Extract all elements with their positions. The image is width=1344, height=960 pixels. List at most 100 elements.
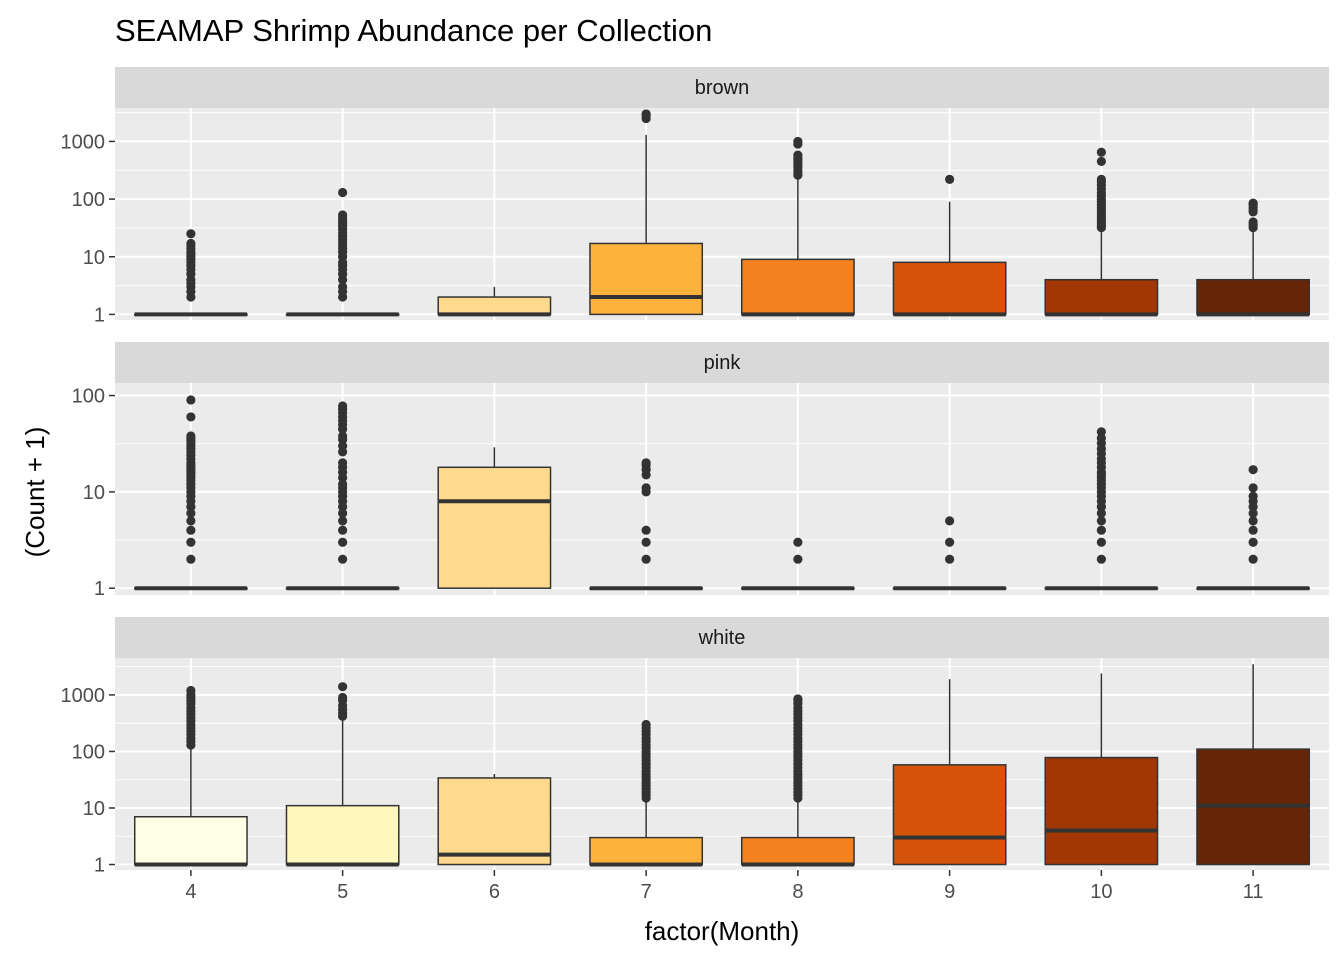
outlier-point	[641, 458, 651, 468]
outlier-point	[186, 516, 196, 526]
box-white-month-10	[1044, 673, 1159, 866]
y-tick-label: 1	[94, 304, 105, 326]
outlier-point	[1096, 433, 1106, 443]
outlier-point	[793, 150, 803, 160]
outlier-point	[1096, 147, 1106, 157]
box-brown-month-11	[1196, 198, 1311, 317]
y-tick-label: 1000	[61, 685, 106, 707]
facet-panel-pink: pink 1 10 100	[72, 342, 1329, 600]
outlier-point	[1248, 525, 1258, 535]
box-brown-month-10	[1044, 147, 1159, 317]
chart-title: SEAMAP Shrimp Abundance per Collection	[115, 13, 712, 48]
outlier-point	[641, 525, 651, 535]
facet-strip	[115, 67, 1329, 108]
outlier-point	[793, 554, 803, 564]
outlier-point	[186, 508, 196, 518]
outlier-point	[338, 554, 348, 564]
outlier-point	[338, 187, 348, 198]
x-tick-label: 11	[1243, 881, 1264, 903]
outlier-point	[186, 525, 196, 535]
outlier-point	[338, 401, 348, 411]
outlier-point	[338, 431, 348, 441]
y-tick-label: 1000	[61, 131, 106, 153]
outlier-point	[186, 554, 196, 564]
facet-panel-brown: brown 1 10 100 1000	[61, 67, 1329, 326]
outlier-point	[338, 525, 348, 535]
outlier-point	[1248, 508, 1258, 518]
box-white-month-8	[740, 694, 855, 867]
y-tick-label: 1	[94, 855, 105, 877]
outlier-point	[338, 516, 348, 526]
panel-background	[115, 383, 1329, 595]
box-white-month-4	[133, 685, 248, 867]
box-iqr	[285, 804, 400, 866]
y-axis-label: (Count + 1)	[20, 427, 50, 558]
outlier-point	[1248, 217, 1258, 227]
box-white-month-11	[1196, 664, 1311, 866]
box-iqr	[589, 242, 704, 316]
outlier-point	[1248, 554, 1258, 564]
outlier-point	[1248, 491, 1258, 501]
y-tick-label: 100	[72, 189, 105, 211]
outlier-point	[1096, 156, 1106, 167]
outlier-point	[338, 458, 348, 468]
outlier-point	[1248, 537, 1258, 547]
y-tick-label: 1	[94, 578, 105, 600]
y-tick-label: 10	[83, 247, 105, 269]
y-tick-label: 10	[83, 482, 105, 504]
box-pink-month-5	[285, 401, 400, 591]
facet-strip	[115, 617, 1329, 658]
outlier-point	[1096, 174, 1106, 184]
outlier-point	[1096, 537, 1106, 547]
facet-strip	[115, 342, 1329, 383]
outlier-point	[945, 554, 955, 564]
outlier-point	[945, 174, 955, 184]
box-white-month-6	[437, 773, 552, 866]
outlier-point	[186, 238, 196, 249]
outlier-point	[1096, 516, 1106, 526]
box-brown-month-5	[285, 187, 400, 317]
outlier-point	[641, 554, 651, 564]
box-iqr	[740, 836, 855, 866]
box-iqr	[1044, 278, 1159, 316]
outlier-point	[1248, 483, 1258, 493]
outlier-point	[793, 694, 803, 704]
outlier-point	[641, 483, 651, 493]
y-tick-label: 10	[83, 798, 105, 820]
x-tick-label: 10	[1090, 881, 1112, 903]
facet-panels: brown 1 10 100 1000 pink 1 10 100 white 1 10 100 1000…	[61, 67, 1329, 903]
box-white-month-7	[589, 719, 704, 867]
y-tick-label: 100	[72, 741, 105, 763]
outlier-point	[186, 431, 196, 441]
box-pink-month-11	[1196, 465, 1311, 591]
box-iqr	[437, 777, 552, 866]
outlier-point	[1096, 427, 1106, 437]
outlier-point	[338, 508, 348, 518]
outlier-point	[338, 210, 348, 220]
x-tick-label: 6	[489, 881, 500, 903]
outlier-point	[186, 229, 196, 239]
box-brown-month-4	[133, 229, 248, 317]
facet-strip-label: pink	[704, 352, 742, 374]
facet-strip-label: brown	[695, 77, 749, 99]
box-pink-month-10	[1044, 427, 1159, 591]
outlier-point	[1096, 508, 1106, 518]
box-pink-month-4	[133, 395, 248, 591]
box-iqr	[892, 261, 1007, 316]
outlier-point	[338, 692, 348, 703]
x-tick-label: 5	[337, 881, 348, 903]
facet-panel-white: white 1 10 100 1000	[61, 617, 1329, 877]
box-iqr	[437, 296, 552, 316]
box-iqr	[892, 764, 1007, 866]
outlier-point	[186, 395, 196, 405]
box-brown-month-6	[437, 286, 552, 317]
box-iqr	[589, 836, 704, 866]
outlier-point	[1248, 516, 1258, 526]
box-iqr	[1196, 278, 1311, 316]
outlier-point	[186, 537, 196, 547]
box-iqr	[133, 815, 248, 866]
outlier-point	[338, 537, 348, 547]
box-white-month-5	[285, 682, 400, 867]
outlier-point	[641, 719, 651, 730]
outlier-point	[793, 537, 803, 547]
